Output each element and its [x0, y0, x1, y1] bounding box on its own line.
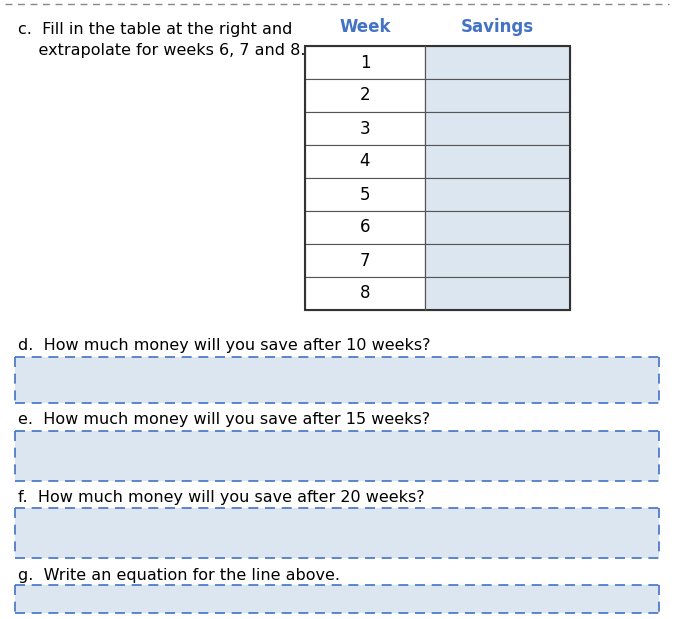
FancyBboxPatch shape [15, 585, 659, 613]
FancyBboxPatch shape [425, 79, 570, 112]
Text: Savings: Savings [461, 18, 534, 36]
Text: 1: 1 [360, 53, 370, 72]
FancyBboxPatch shape [305, 145, 425, 178]
Text: 2: 2 [360, 87, 370, 105]
FancyBboxPatch shape [425, 145, 570, 178]
FancyBboxPatch shape [305, 211, 425, 244]
FancyBboxPatch shape [15, 431, 659, 481]
Text: 7: 7 [360, 251, 370, 269]
Text: d.  How much money will you save after 10 weeks?: d. How much money will you save after 10… [18, 338, 431, 353]
Text: 5: 5 [360, 186, 370, 204]
FancyBboxPatch shape [425, 211, 570, 244]
Text: e.  How much money will you save after 15 weeks?: e. How much money will you save after 15… [18, 412, 430, 427]
Text: Week: Week [339, 18, 391, 36]
Text: 3: 3 [360, 119, 370, 137]
Text: 4: 4 [360, 152, 370, 170]
FancyBboxPatch shape [305, 79, 425, 112]
Text: 8: 8 [360, 285, 370, 303]
FancyBboxPatch shape [305, 244, 425, 277]
FancyBboxPatch shape [305, 277, 425, 310]
FancyBboxPatch shape [425, 277, 570, 310]
FancyBboxPatch shape [305, 46, 425, 79]
FancyBboxPatch shape [425, 178, 570, 211]
Text: c.  Fill in the table at the right and
    extrapolate for weeks 6, 7 and 8.: c. Fill in the table at the right and ex… [18, 22, 305, 58]
FancyBboxPatch shape [305, 178, 425, 211]
Text: f.  How much money will you save after 20 weeks?: f. How much money will you save after 20… [18, 490, 425, 505]
FancyBboxPatch shape [425, 112, 570, 145]
FancyBboxPatch shape [305, 112, 425, 145]
FancyBboxPatch shape [15, 357, 659, 403]
Text: 6: 6 [360, 219, 370, 236]
Text: g.  Write an equation for the line above.: g. Write an equation for the line above. [18, 568, 340, 583]
FancyBboxPatch shape [425, 244, 570, 277]
FancyBboxPatch shape [425, 46, 570, 79]
FancyBboxPatch shape [15, 508, 659, 558]
